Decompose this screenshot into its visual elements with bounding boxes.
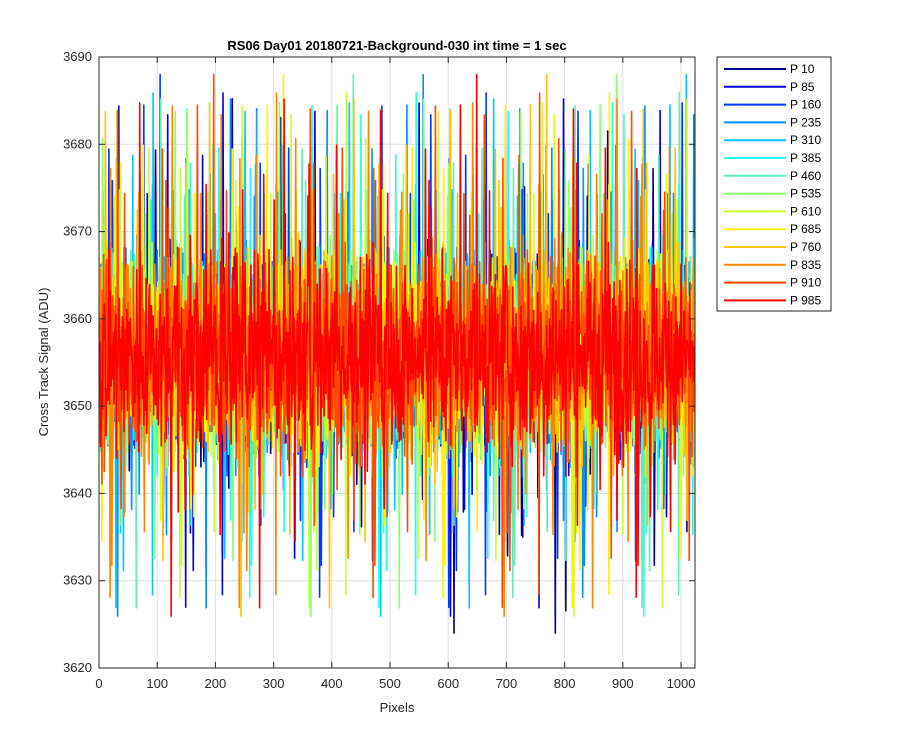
legend-label: P 160 bbox=[790, 98, 821, 112]
legend-label: P 460 bbox=[790, 169, 821, 183]
x-tick-label: 200 bbox=[205, 676, 227, 691]
x-axis-label: Pixels bbox=[380, 700, 415, 715]
legend-label: P 85 bbox=[790, 80, 815, 94]
legend-label: P 10 bbox=[790, 62, 815, 76]
legend-label: P 385 bbox=[790, 151, 821, 165]
tick-layer: 0 100 200 300 400 500 600 700 800 900 1000 3620 3630… bbox=[63, 49, 695, 691]
legend-label: P 235 bbox=[790, 115, 821, 129]
legend-label: P 535 bbox=[790, 187, 821, 201]
x-tick-label: 600 bbox=[437, 676, 459, 691]
y-tick-label: 3650 bbox=[63, 398, 92, 413]
x-tick-label: 900 bbox=[612, 676, 634, 691]
y-tick-label: 3690 bbox=[63, 49, 92, 64]
legend-items: P 10 P 85 P 160 P 235 P 310 P 385 P 460 P 535 P … bbox=[724, 62, 821, 307]
y-axis-label: Cross Track Signal (ADU) bbox=[36, 288, 51, 437]
legend-label: P 835 bbox=[790, 258, 821, 272]
chart-title: RS06 Day01 20180721-Background-030 int t… bbox=[227, 38, 566, 53]
x-tick-label: 500 bbox=[379, 676, 401, 691]
x-tick-label: 300 bbox=[263, 676, 285, 691]
y-tick-label: 3620 bbox=[63, 660, 92, 675]
y-tick-label: 3630 bbox=[63, 573, 92, 588]
plot-frame bbox=[98, 56, 696, 669]
legend-box bbox=[716, 56, 832, 312]
legend-label: P 685 bbox=[790, 222, 821, 236]
legend-label: P 310 bbox=[790, 133, 821, 147]
y-tick-label: 3670 bbox=[63, 224, 92, 239]
x-tick-label: 800 bbox=[554, 676, 576, 691]
series-line-p985 bbox=[99, 73, 695, 617]
y-tick-label: 3680 bbox=[63, 136, 92, 151]
x-tick-label: 0 bbox=[95, 676, 102, 691]
y-tick-label: 3640 bbox=[63, 485, 92, 500]
legend-label: P 910 bbox=[790, 276, 821, 290]
y-tick-label: 3660 bbox=[63, 311, 92, 326]
legend-label: P 985 bbox=[790, 293, 821, 307]
x-tick-label: 100 bbox=[146, 676, 168, 691]
legend: P 10 P 85 P 160 P 235 P 310 P 385 P 460 P 535 P … bbox=[716, 56, 832, 312]
legend-label: P 760 bbox=[790, 240, 821, 254]
series-layer bbox=[99, 73, 695, 634]
legend-label: P 610 bbox=[790, 204, 821, 218]
x-tick-label: 400 bbox=[321, 676, 343, 691]
x-tick-label: 1000 bbox=[667, 676, 696, 691]
x-tick-label: 700 bbox=[496, 676, 518, 691]
